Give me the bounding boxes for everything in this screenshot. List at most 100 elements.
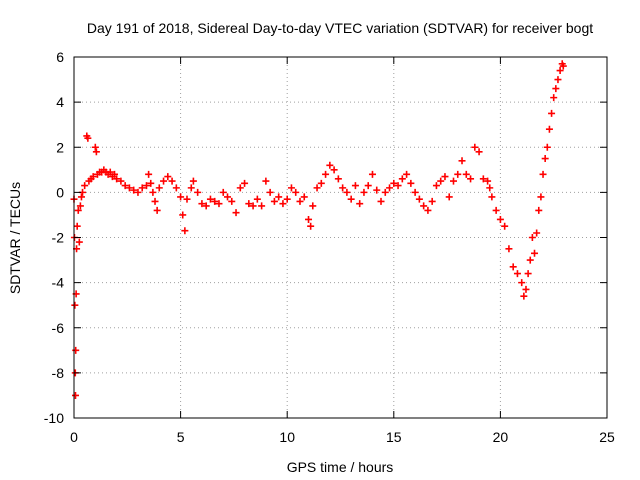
data-point — [548, 109, 556, 117]
data-point — [322, 170, 330, 178]
y-tick-label: -4 — [52, 275, 65, 291]
data-point — [326, 161, 334, 169]
data-point — [149, 188, 157, 196]
data-point — [147, 179, 155, 187]
data-point — [441, 173, 449, 181]
data-point — [343, 188, 351, 196]
data-point — [117, 177, 125, 185]
data-point — [138, 184, 146, 192]
data-point — [77, 193, 85, 201]
chart-title: Day 191 of 2018, Sidereal Day-to-day VTE… — [87, 20, 593, 36]
data-point — [179, 211, 187, 219]
y-tick-label: -2 — [52, 230, 65, 246]
data-point — [194, 188, 202, 196]
data-point — [386, 184, 394, 192]
data-point — [533, 229, 541, 237]
data-point — [339, 184, 347, 192]
data-point — [528, 234, 536, 241]
data-point — [71, 301, 79, 309]
data-point — [300, 193, 308, 201]
data-point — [74, 206, 82, 214]
data-point — [81, 182, 89, 190]
data-point — [232, 209, 240, 217]
x-tick-label: 0 — [70, 429, 78, 445]
data-point — [76, 202, 84, 210]
data-point — [543, 143, 551, 151]
data-point — [492, 206, 500, 214]
data-point — [292, 188, 300, 196]
data-point — [403, 170, 411, 178]
data-point — [501, 222, 509, 230]
data-point — [537, 193, 545, 201]
data-point — [420, 202, 428, 210]
y-axis-label: SDTVAR / TECUs — [7, 182, 23, 294]
data-point — [84, 134, 92, 142]
data-point — [187, 184, 195, 192]
x-tick-label: 25 — [599, 429, 615, 445]
data-point — [411, 188, 419, 196]
data-point — [407, 179, 415, 187]
y-tick-label: 0 — [56, 184, 64, 200]
data-point — [524, 270, 532, 278]
data-point — [307, 222, 315, 230]
data-point — [309, 202, 317, 210]
data-point — [215, 200, 223, 208]
data-point — [236, 184, 244, 192]
data-point — [172, 184, 180, 192]
data-point — [471, 143, 479, 151]
data-point — [381, 188, 389, 196]
data-point — [360, 188, 368, 196]
data-point — [160, 177, 168, 185]
data-point — [351, 182, 359, 190]
data-point — [145, 170, 153, 178]
data-point — [275, 193, 283, 201]
data-point — [432, 182, 440, 190]
data-point — [106, 168, 114, 176]
y-tick-label: 6 — [56, 49, 64, 65]
data-point — [550, 94, 558, 102]
data-point — [445, 193, 453, 201]
data-point — [91, 143, 99, 151]
data-point — [531, 249, 539, 257]
data-point — [219, 188, 227, 196]
data-point — [181, 227, 189, 235]
data-point — [334, 175, 342, 183]
x-tick-label: 10 — [279, 429, 295, 445]
data-point — [488, 193, 496, 201]
data-point — [317, 179, 325, 187]
data-point — [73, 222, 81, 230]
data-point — [437, 177, 445, 185]
data-point — [279, 200, 287, 208]
y-tick-label: -8 — [52, 365, 65, 381]
data-point — [130, 186, 138, 194]
data-points — [70, 60, 567, 399]
data-point — [539, 170, 547, 178]
x-tick-label: 5 — [177, 429, 185, 445]
data-point — [330, 166, 338, 174]
data-point — [183, 195, 191, 203]
data-point — [113, 175, 121, 183]
x-tick-label: 20 — [493, 429, 509, 445]
data-point — [202, 202, 210, 210]
data-point — [92, 148, 100, 156]
plot-frame — [73, 56, 608, 419]
data-point — [526, 256, 534, 264]
axis-ticks — [73, 56, 608, 419]
data-point — [496, 215, 504, 223]
data-point — [262, 177, 270, 185]
data-point — [356, 200, 364, 208]
data-point — [556, 67, 564, 75]
data-point — [424, 206, 432, 214]
data-point — [75, 238, 83, 246]
data-point — [296, 197, 304, 205]
data-point — [245, 200, 253, 208]
data-point — [559, 62, 567, 70]
data-point — [552, 85, 560, 93]
data-point — [125, 184, 133, 192]
x-axis-label: GPS time / hours — [287, 459, 394, 475]
data-point — [458, 157, 466, 165]
data-point — [467, 175, 475, 183]
data-point — [224, 193, 232, 201]
data-point — [520, 292, 528, 300]
